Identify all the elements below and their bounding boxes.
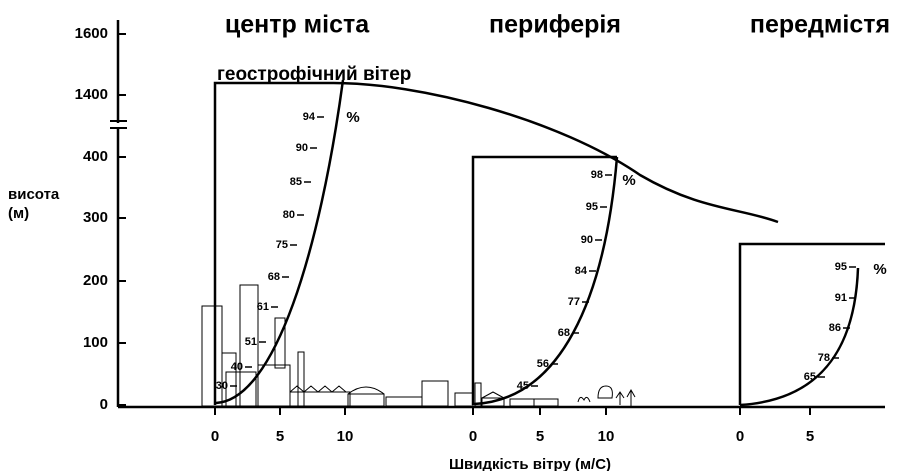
profile-mark-label: 84 xyxy=(575,265,588,277)
profile-mark-label: 61 xyxy=(257,301,269,313)
zone-title: центр міста xyxy=(225,11,370,39)
y-tick-label: 1600 xyxy=(75,25,108,42)
profile-mark-label: 91 xyxy=(835,292,847,304)
profile-mark-label: 30 xyxy=(216,380,228,392)
profile-mark-label: 56 xyxy=(537,358,549,370)
profile-curve xyxy=(739,267,860,407)
profile-mark-label: 86 xyxy=(829,322,841,334)
y-axis-label: висота xyxy=(8,186,60,203)
profile-mark-label: 51 xyxy=(245,336,257,348)
axis-break-gap xyxy=(112,123,126,127)
profile-unit: % xyxy=(622,172,635,189)
profile-mark-label: 77 xyxy=(568,296,580,308)
x-tick-label: 10 xyxy=(337,428,354,445)
profile-unit: % xyxy=(346,109,359,126)
y-tick-label: 100 xyxy=(83,334,108,351)
y-tick-label: 200 xyxy=(83,272,108,289)
x-tick-label: 10 xyxy=(598,428,615,445)
zone-title: передмістя xyxy=(750,11,890,39)
x-tick-label: 5 xyxy=(276,428,284,445)
x-tick-label: 0 xyxy=(469,428,477,445)
profile-mark-label: 80 xyxy=(283,209,295,221)
x-tick-label: 0 xyxy=(736,428,744,445)
y-axis-label: (м) xyxy=(8,205,29,222)
x-tick-label: 5 xyxy=(806,428,814,445)
profiles xyxy=(213,79,885,407)
buildings xyxy=(201,284,636,407)
geostrophic-curve xyxy=(213,81,779,405)
y-tick-label: 300 xyxy=(83,209,108,226)
profile-mark-label: 95 xyxy=(586,201,598,213)
profile-mark-label: 75 xyxy=(276,239,288,251)
profile-mark-label: 90 xyxy=(296,142,308,154)
y-tick-label: 400 xyxy=(83,148,108,165)
y-tick-label: 0 xyxy=(100,396,108,413)
profile-mark-label: 98 xyxy=(591,169,603,181)
x-tick-label: 5 xyxy=(536,428,544,445)
profile-mark-label: 95 xyxy=(835,261,847,273)
profile-frame xyxy=(738,242,885,405)
profile-mark-label: 40 xyxy=(231,361,243,373)
y-tick-label: 1400 xyxy=(75,86,108,103)
profile-curve xyxy=(215,79,345,405)
profile-mark-label: 78 xyxy=(818,352,830,364)
profile-mark-label: 45 xyxy=(517,380,529,392)
profile-mark-label: 85 xyxy=(290,176,302,188)
profile-mark-label: 94 xyxy=(303,111,316,123)
x-axis-label: Швидкість вітру (м/С) xyxy=(449,456,611,471)
zone-title: периферія xyxy=(489,11,621,39)
profile-mark-label: 65 xyxy=(804,371,816,383)
profile-mark-label: 68 xyxy=(558,327,570,339)
x-tick-label: 0 xyxy=(211,428,219,445)
profile-unit: % xyxy=(873,261,886,278)
geostrophic-label: геострофічний вітер xyxy=(217,64,411,85)
profile-mark-label: 68 xyxy=(268,271,280,283)
profile-mark-label: 90 xyxy=(581,234,593,246)
profile-frame xyxy=(471,155,617,405)
